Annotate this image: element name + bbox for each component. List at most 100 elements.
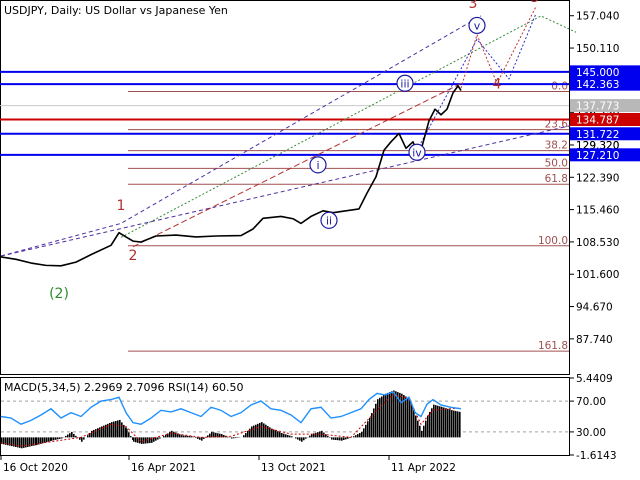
macd-bar — [243, 435, 245, 438]
macd-bar — [231, 437, 233, 439]
macd-bar — [5, 437, 7, 445]
macd-bar — [383, 395, 385, 438]
macd-bar — [15, 437, 17, 447]
macd-bar — [445, 408, 447, 438]
macd-bar — [103, 425, 105, 438]
fib-level-label: 161.8 — [538, 340, 568, 352]
macd-bar — [455, 410, 457, 438]
macd-bar — [435, 405, 437, 438]
macd-bar — [289, 435, 291, 438]
macd-bar — [407, 397, 409, 438]
macd-bar — [233, 437, 235, 439]
macd-bar — [40, 437, 42, 444]
macd-bar — [357, 434, 359, 438]
macd-bar — [285, 434, 287, 438]
macd-bar — [35, 437, 37, 446]
wave-label-circle — [320, 211, 338, 229]
wave-projection-path — [418, 13, 537, 147]
macd-bar — [247, 430, 249, 438]
macd-bar — [321, 430, 323, 438]
macd-bar — [395, 391, 397, 438]
macd-bar — [21, 437, 23, 449]
macd-bar — [113, 421, 115, 438]
macd-bar — [31, 437, 33, 447]
chart-title: USDJPY, Daily: US Dollar vs Japanese Yen — [4, 4, 228, 17]
y-tick-label: 108.530 — [576, 237, 619, 249]
wave-label: 4 — [493, 77, 502, 93]
macd-bar — [453, 410, 455, 438]
macd-bar — [185, 435, 187, 438]
macd-bar — [159, 437, 161, 439]
macd-bar — [42, 437, 44, 444]
macd-bar — [267, 426, 269, 438]
macd-bar — [130, 436, 132, 438]
macd-bar — [183, 435, 185, 438]
fib-level-label: 50.0 — [545, 157, 568, 169]
macd-bar — [175, 432, 177, 438]
macd-bar — [261, 422, 263, 438]
fib-level-label: 61.8 — [545, 173, 568, 185]
macd-bar — [309, 435, 311, 438]
macd-bar — [409, 399, 411, 438]
macd-bar — [191, 436, 193, 438]
y-tick-label: 115.460 — [576, 205, 619, 217]
macd-bar — [121, 422, 123, 438]
macd-bar — [359, 433, 361, 438]
macd-bar — [137, 437, 139, 443]
macd-bar — [253, 425, 255, 438]
macd-bar — [283, 433, 285, 438]
macd-bar — [403, 395, 405, 438]
macd-bar — [349, 437, 351, 439]
macd-bar — [373, 408, 375, 438]
macd-bar — [433, 404, 435, 438]
wave-label: ii — [326, 214, 332, 227]
macd-bar — [171, 430, 173, 438]
macd-bar — [123, 424, 125, 438]
macd-bar — [187, 435, 189, 438]
macd-bar — [27, 437, 29, 447]
macd-bar — [401, 393, 403, 438]
macd-bar — [275, 430, 277, 438]
macd-bar — [81, 437, 83, 442]
wave-label: (2) — [49, 286, 69, 302]
macd-bar — [287, 434, 289, 438]
macd-bar — [109, 422, 111, 438]
indicator-plot-frame — [0, 377, 570, 456]
macd-bar — [291, 436, 293, 438]
macd-bar — [48, 437, 50, 442]
trend-channel-line — [0, 15, 482, 257]
macd-bar — [99, 427, 101, 438]
price-tag-box — [570, 99, 640, 113]
macd-bar — [13, 437, 15, 447]
macd-bar — [105, 424, 107, 438]
macd-bar — [449, 409, 451, 438]
macd-bar — [147, 437, 149, 444]
indicator-layer: 5.4409 70.00 30.00 -1.6143 — [0, 373, 617, 462]
macd-bar — [23, 437, 25, 448]
macd-bar — [405, 396, 407, 438]
macd-bar — [341, 437, 343, 441]
macd-bar — [179, 434, 181, 438]
macd-bar — [163, 436, 165, 438]
macd-bar — [227, 436, 229, 438]
macd-bar — [36, 437, 38, 446]
macd-bar — [173, 431, 175, 438]
macd-bar — [97, 428, 99, 438]
macd-bar — [211, 431, 213, 438]
indicator-tick-label: 30.00 — [576, 427, 606, 439]
macd-bar — [335, 437, 337, 441]
x-tick-label: 16 Oct 2020 — [3, 462, 68, 474]
macd-bar — [437, 405, 439, 438]
wave-label-circle — [309, 156, 327, 174]
macd-bar — [67, 434, 69, 438]
price-tag-box — [570, 112, 640, 126]
macd-bar — [128, 432, 130, 438]
macd-bar — [439, 406, 441, 438]
macd-bar — [385, 393, 387, 438]
price-tag-box — [570, 148, 640, 162]
macd-bar — [132, 437, 134, 440]
main-plot-frame — [0, 0, 570, 375]
macd-bar — [93, 429, 95, 438]
macd-bar — [3, 437, 5, 445]
indicator-tick-label: 70.00 — [576, 396, 606, 408]
